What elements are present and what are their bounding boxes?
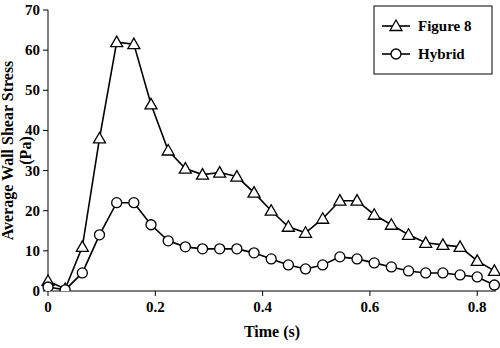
marker-triangle — [420, 237, 432, 248]
marker-circle — [438, 268, 448, 278]
marker-circle — [352, 254, 362, 264]
legend-marker — [391, 49, 401, 59]
marker-circle — [386, 262, 396, 272]
marker-triangle — [197, 169, 209, 180]
marker-circle — [43, 282, 53, 291]
marker-circle — [215, 244, 225, 254]
marker-circle — [77, 268, 87, 278]
y-tick — [43, 90, 48, 91]
marker-triangle — [454, 241, 466, 252]
marker-circle — [129, 198, 139, 208]
legend: Figure 8 Hybrid — [374, 6, 492, 74]
x-tick — [477, 291, 478, 296]
marker-triangle — [471, 255, 483, 266]
marker-triangle — [351, 195, 363, 206]
legend-marker — [390, 20, 402, 31]
y-tick — [43, 210, 48, 211]
x-tick — [155, 291, 156, 296]
y-tick-label: 70 — [25, 2, 40, 18]
y-axis — [48, 10, 49, 291]
x-tick — [48, 291, 49, 296]
y-tick-label: 60 — [25, 42, 40, 58]
marker-circle — [301, 264, 311, 274]
y-tick-label: 0 — [33, 283, 41, 299]
marker-triangle — [300, 227, 312, 238]
marker-circle — [404, 266, 414, 276]
legend-box — [374, 6, 492, 74]
marker-circle — [249, 248, 259, 258]
marker-triangle — [214, 167, 226, 178]
marker-circle — [283, 260, 293, 270]
y-tick-label: 50 — [25, 82, 40, 98]
marker-circle — [95, 230, 105, 240]
marker-triangle — [334, 195, 346, 206]
marker-triangle — [368, 209, 380, 220]
marker-circle — [112, 198, 122, 208]
marker-triangle — [385, 219, 397, 230]
marker-triangle — [231, 171, 243, 182]
y-tick — [43, 170, 48, 171]
marker-circle — [455, 270, 465, 280]
marker-circle — [180, 242, 190, 252]
series-line — [48, 42, 494, 289]
marker-triangle — [111, 36, 123, 47]
y-tick-label: 40 — [25, 122, 40, 138]
marker-triangle — [162, 145, 174, 156]
marker-circle — [198, 244, 208, 254]
marker-circle — [489, 280, 499, 290]
chart: 01020304050607000.20.40.60.8Time (s)Aver… — [0, 0, 500, 348]
y-axis-title-line: Average Wall Shear Stress — [0, 61, 17, 241]
marker-circle — [163, 236, 173, 246]
x-axis — [48, 291, 496, 292]
marker-triangle — [265, 205, 277, 216]
marker-circle — [421, 268, 431, 278]
marker-circle — [232, 244, 242, 254]
marker-circle — [60, 285, 70, 291]
marker-triangle — [248, 187, 260, 198]
marker-circle — [318, 260, 328, 270]
marker-triangle — [317, 213, 329, 224]
marker-triangle — [437, 239, 449, 250]
y-tick-label: 20 — [25, 203, 40, 219]
marker-triangle — [282, 221, 294, 232]
y-axis-title: Average Wall Shear Stress(Pa) — [0, 61, 35, 241]
marker-circle — [335, 252, 345, 262]
x-tick — [262, 291, 263, 296]
y-axis-title-line: (Pa) — [17, 136, 35, 164]
y-tick — [43, 10, 48, 11]
marker-triangle — [403, 229, 415, 240]
x-tick — [369, 291, 370, 296]
marker-triangle — [128, 38, 140, 49]
x-tick-label: 0.6 — [361, 299, 380, 315]
marker-circle — [369, 258, 379, 268]
marker-triangle — [179, 163, 191, 174]
marker-circle — [472, 272, 482, 282]
x-axis-title: Time (s) — [244, 323, 300, 341]
x-tick-label: 0 — [44, 299, 52, 315]
marker-triangle — [145, 98, 157, 109]
marker-circle — [266, 254, 276, 264]
marker-triangle — [488, 265, 500, 276]
y-tick — [43, 250, 48, 251]
marker-triangle — [94, 132, 106, 143]
y-tick — [43, 50, 48, 51]
y-tick — [43, 130, 48, 131]
legend-label: Hybrid — [418, 46, 465, 62]
series-line — [48, 203, 494, 290]
x-tick-label: 0.8 — [468, 299, 487, 315]
marker-triangle — [76, 241, 88, 252]
marker-circle — [146, 220, 156, 230]
legend-label: Figure 8 — [418, 18, 471, 34]
x-tick-label: 0.4 — [253, 299, 272, 315]
y-tick-label: 10 — [25, 243, 40, 259]
x-tick-label: 0.2 — [146, 299, 165, 315]
